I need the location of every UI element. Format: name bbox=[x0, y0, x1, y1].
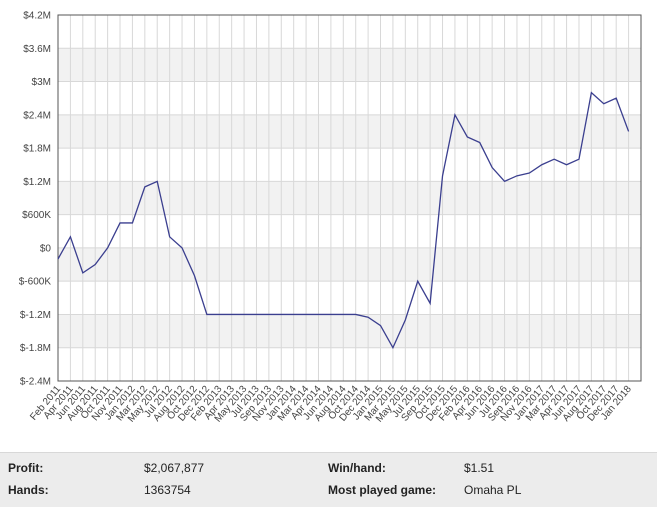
plot-border bbox=[57, 14, 642, 382]
grid-band bbox=[58, 48, 641, 82]
y-tick-label: $2.4M bbox=[23, 110, 51, 121]
grid-band bbox=[58, 181, 641, 215]
stat-value: $2,067,877 bbox=[144, 461, 205, 475]
stats-panel: Profit: $2,067,877 Win/hand: $1.51 Hands: 136… bbox=[0, 452, 657, 507]
stat-value: Omaha PL bbox=[464, 483, 522, 497]
grid-band bbox=[58, 247, 641, 282]
line bbox=[57, 91, 630, 350]
stat-label: Hands: bbox=[8, 483, 49, 497]
y-tick-label: $-2.4M bbox=[20, 377, 51, 388]
stat-label: Profit: bbox=[8, 461, 44, 475]
y-tick-label: $-1.2M bbox=[20, 310, 51, 321]
y-tick-label: $3M bbox=[32, 77, 51, 88]
grid-band bbox=[58, 114, 641, 149]
y-tick-label: $-600K bbox=[19, 277, 52, 288]
stat-label: Win/hand: bbox=[328, 461, 386, 475]
stat-value: 1363754 bbox=[144, 483, 191, 497]
y-tick-label: $0 bbox=[40, 243, 52, 254]
y-tick-label: $1.2M bbox=[23, 177, 51, 188]
y-tick-label: $1.8M bbox=[23, 144, 51, 155]
y-tick-label: $3.6M bbox=[23, 44, 51, 55]
stat-value: $1.51 bbox=[464, 461, 495, 475]
stat-label: Most played game: bbox=[328, 483, 437, 497]
y-tick-label: $600K bbox=[22, 210, 51, 221]
grid-band bbox=[58, 314, 641, 348]
y-tick-label: $-1.8M bbox=[20, 343, 51, 354]
y-tick-label: $4.2M bbox=[23, 11, 51, 22]
